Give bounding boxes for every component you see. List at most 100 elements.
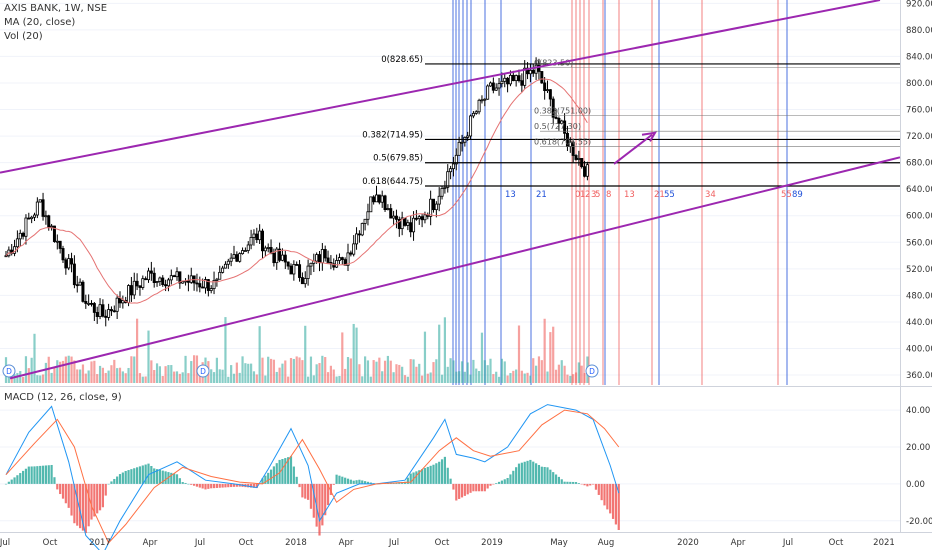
macd-histogram-bar [84, 483, 87, 534]
candle [585, 164, 589, 177]
volume-bar [41, 374, 45, 383]
candle [67, 258, 71, 269]
fib-level-label: 0.618(644.75) [362, 177, 423, 187]
candle [263, 247, 267, 252]
candle [272, 252, 276, 264]
macd-histogram-bar [61, 483, 65, 499]
candle [363, 218, 367, 224]
volume-bar [546, 371, 549, 383]
macd-histogram-bar [554, 474, 558, 484]
candle [317, 254, 321, 264]
macd-histogram-bar [497, 481, 501, 484]
volume-bar [198, 374, 201, 383]
macd-histogram-bar [463, 483, 466, 496]
macd-histogram-bar [144, 464, 147, 484]
macd-histogram-bar [33, 466, 36, 484]
candle [506, 77, 510, 85]
price-tick-label: 360.00 [906, 371, 932, 381]
volume-bar [475, 368, 478, 383]
candle [186, 280, 190, 283]
moving-average [5, 78, 588, 304]
candle [420, 216, 424, 221]
macd-histogram-bar [295, 476, 298, 484]
candle [377, 194, 381, 203]
candle [127, 285, 131, 304]
volume-bar [107, 370, 110, 383]
macd-histogram-bar [138, 466, 142, 484]
candle [295, 264, 299, 266]
inner-fib-label: 0.5(727.30) [534, 122, 581, 131]
macd-histogram-bar [127, 470, 130, 484]
macd-histogram-bar [269, 469, 273, 484]
volume-bar [503, 361, 506, 383]
candle [161, 277, 165, 286]
fib-time-label: 89 [792, 190, 803, 200]
volume-bar [426, 373, 429, 383]
macd-histogram-bar [532, 461, 535, 484]
candle [246, 244, 250, 251]
candle [469, 115, 473, 137]
macd-histogram-bar [597, 483, 600, 495]
volume-bar [130, 356, 133, 383]
volume-bar [421, 375, 424, 383]
volume-bar [366, 360, 370, 383]
candle [132, 280, 136, 296]
candle [431, 198, 435, 211]
channel-lower [9, 156, 901, 380]
fib-time-label: 5 [595, 190, 600, 200]
macd-histogram-bar [98, 483, 102, 511]
candle [577, 158, 581, 160]
candle [252, 233, 256, 238]
candle [400, 217, 404, 230]
candle [164, 284, 168, 287]
volume-bar [466, 362, 469, 383]
macd-histogram-bar [546, 467, 549, 484]
candle [289, 265, 293, 275]
volume-bar [24, 356, 28, 383]
volume-bar [312, 375, 315, 383]
volume-bar [358, 364, 361, 383]
macd-histogram-bar [412, 472, 415, 484]
candle [146, 270, 150, 281]
candle [58, 240, 62, 249]
volume-bar [267, 356, 270, 383]
volume-bar [227, 376, 230, 383]
candle [414, 217, 418, 220]
volume-bar [569, 375, 572, 383]
macd-histogram-bar [141, 465, 144, 484]
macd-histogram-bar [76, 483, 79, 526]
time-tick-label: 2019 [481, 538, 503, 548]
candle [486, 85, 490, 100]
macd-histogram-bar [503, 479, 506, 484]
candle [494, 87, 498, 91]
volume-bar [403, 375, 407, 383]
candle [397, 219, 401, 230]
candle [115, 297, 119, 312]
volume-bar [443, 317, 446, 383]
macd-histogram-bar [90, 483, 93, 520]
volume-bar [247, 363, 250, 383]
candle [226, 260, 230, 265]
macd-histogram-bar [475, 483, 478, 492]
candle [47, 215, 51, 228]
candle [369, 196, 373, 213]
volume-bar [144, 376, 147, 383]
candle [446, 171, 450, 188]
volume-bar [61, 360, 65, 383]
main-grid [0, 0, 932, 533]
volume-bar [53, 367, 56, 383]
candle [437, 195, 441, 205]
volume-bar [181, 372, 184, 383]
volume-bar [255, 374, 258, 383]
volume-bar [307, 376, 310, 383]
candle [98, 304, 102, 317]
candle [101, 304, 105, 317]
candle [260, 230, 264, 252]
candle [483, 98, 487, 101]
candle [540, 71, 544, 84]
candle [152, 272, 156, 283]
fib-time-label: 8 [606, 190, 611, 200]
candle [392, 215, 396, 219]
volume-bar [84, 373, 87, 383]
